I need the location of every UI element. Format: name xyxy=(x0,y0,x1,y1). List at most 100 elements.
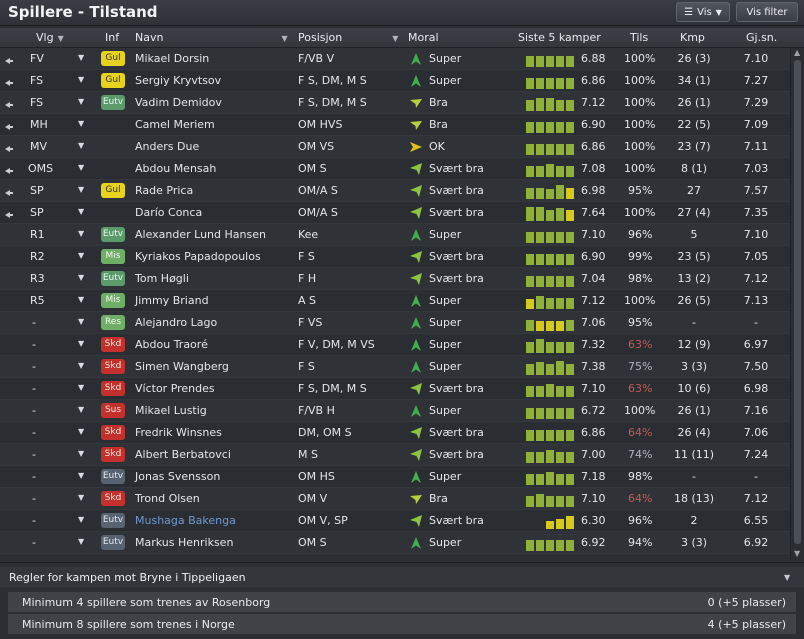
table-row[interactable]: R2 ▼ Mis Kyriakos Papadopoulos F S Svært bra 6… xyxy=(0,246,790,268)
selection-cell[interactable]: OMS xyxy=(28,162,54,175)
column-header-kmp[interactable]: Kmp xyxy=(680,31,705,44)
player-name[interactable]: Mushaga Bakenga xyxy=(135,514,236,527)
pin-icon[interactable] xyxy=(5,98,13,108)
player-name[interactable]: Darío Conca xyxy=(135,206,203,219)
pin-icon[interactable] xyxy=(5,208,13,218)
chevron-down-icon[interactable]: ▼ xyxy=(78,185,85,194)
table-row[interactable]: - ▼ Skd Víctor Prendes F S, DM, M S Svært bra… xyxy=(0,378,790,400)
column-header-form[interactable]: Siste 5 kamper xyxy=(518,31,601,44)
chevron-down-icon[interactable]: ▼ xyxy=(78,361,85,370)
chevron-down-icon[interactable]: ▼ xyxy=(78,163,85,172)
table-row[interactable]: SP ▼ Darío Conca OM/A S Svært bra 7.64 100% 27 … xyxy=(0,202,790,224)
player-name[interactable]: Anders Due xyxy=(135,140,200,153)
chevron-down-icon[interactable]: ▼ xyxy=(78,317,85,326)
chevron-down-icon[interactable]: ▼ xyxy=(78,251,85,260)
chevron-down-icon[interactable]: ▼ xyxy=(78,141,85,150)
selection-cell[interactable]: SP xyxy=(30,206,44,219)
player-name[interactable]: Alexander Lund Hansen xyxy=(135,228,266,241)
player-name[interactable]: Jonas Svensson xyxy=(135,470,221,483)
pin-icon[interactable] xyxy=(5,186,13,196)
chevron-down-icon[interactable]: ▼ xyxy=(78,383,85,392)
chevron-down-icon[interactable]: ▼ xyxy=(784,573,791,582)
column-header-posisjon[interactable]: Posisjon ▼ xyxy=(298,31,399,44)
column-header-moral[interactable]: Moral xyxy=(408,31,439,44)
rules-header[interactable]: Regler for kampen mot Bryne i Tippeligae… xyxy=(0,567,804,587)
selection-cell[interactable]: FS xyxy=(30,96,44,109)
selection-cell[interactable]: MH xyxy=(30,118,48,131)
selection-cell[interactable]: - xyxy=(32,448,36,461)
scroll-up-icon[interactable]: ▲ xyxy=(794,48,801,57)
column-header-tils[interactable]: Tils xyxy=(630,31,649,44)
table-row[interactable]: - ▼ Skd Abdou Traoré F V, DM, M VS Super 7.32 6… xyxy=(0,334,790,356)
vis-button[interactable]: ☰ Vis ▼ xyxy=(676,2,730,22)
selection-cell[interactable]: FS xyxy=(30,74,44,87)
table-row[interactable]: FS ▼ Gul Sergiy Kryvtsov F S, DM, M S Super 6.… xyxy=(0,70,790,92)
column-header-vlg[interactable]: Vlg ▼ xyxy=(36,31,64,44)
table-row[interactable]: - ▼ Sus Mikael Lustig F/VB H Super 6.72 100% 26 … xyxy=(0,400,790,422)
player-name[interactable]: Sergiy Kryvtsov xyxy=(135,74,222,87)
player-name[interactable]: Albert Berbatovci xyxy=(135,448,231,461)
table-row[interactable]: - ▼ Skd Fredrik Winsnes DM, OM S Svært bra 6.8… xyxy=(0,422,790,444)
show-filter-button[interactable]: Vis filter xyxy=(736,2,798,22)
player-name[interactable]: Mikael Dorsin xyxy=(135,52,210,65)
player-name[interactable]: Mikael Lustig xyxy=(135,404,207,417)
selection-cell[interactable]: R5 xyxy=(30,294,45,307)
player-name[interactable]: Rade Prica xyxy=(135,184,194,197)
table-row[interactable]: - ▼ Skd Simen Wangberg F S Super 7.38 75% 3 (3) 7… xyxy=(0,356,790,378)
player-name[interactable]: Abdou Traoré xyxy=(135,338,208,351)
player-name[interactable]: Jimmy Briand xyxy=(135,294,209,307)
selection-cell[interactable]: - xyxy=(32,514,36,527)
chevron-down-icon[interactable]: ▼ xyxy=(78,339,85,348)
player-name[interactable]: Camel Meriem xyxy=(135,118,215,131)
scrollbar-thumb[interactable] xyxy=(794,60,801,544)
selection-cell[interactable]: - xyxy=(32,426,36,439)
chevron-down-icon[interactable]: ▼ xyxy=(78,207,85,216)
table-row[interactable]: - ▼ Res Alejandro Lago F VS Super 7.06 95% - - xyxy=(0,312,790,334)
player-name[interactable]: Kyriakos Papadopoulos xyxy=(135,250,261,263)
table-row[interactable]: - ▼ Skd Albert Berbatovci M S Svært bra 7.00 74… xyxy=(0,444,790,466)
chevron-down-icon[interactable]: ▼ xyxy=(78,273,85,282)
table-row[interactable]: FV ▼ Gul Mikael Dorsin F/VB V Super 6.88 100% 26… xyxy=(0,48,790,70)
player-name[interactable]: Abdou Mensah xyxy=(135,162,217,175)
chevron-down-icon[interactable]: ▼ xyxy=(78,515,85,524)
selection-cell[interactable]: - xyxy=(32,316,36,329)
player-name[interactable]: Markus Henriksen xyxy=(135,536,234,549)
selection-cell[interactable]: FV xyxy=(30,52,44,65)
table-row[interactable]: FS ▼ Eutv Vadim Demidov F S, DM, M S Bra 7.12 1… xyxy=(0,92,790,114)
table-row[interactable]: R1 ▼ Eutv Alexander Lund Hansen Kee Super 7.10… xyxy=(0,224,790,246)
table-row[interactable]: MV ▼ Anders Due OM VS OK 6.86 100% 23 (7) 7.11 xyxy=(0,136,790,158)
pin-icon[interactable] xyxy=(5,76,13,86)
table-row[interactable]: OMS ▼ Abdou Mensah OM S Svært bra 7.08 100% 8 (… xyxy=(0,158,790,180)
chevron-down-icon[interactable]: ▼ xyxy=(78,493,85,502)
chevron-down-icon[interactable]: ▼ xyxy=(78,53,85,62)
selection-cell[interactable]: - xyxy=(32,338,36,351)
table-row[interactable]: - ▼ Eutv Mushaga Bakenga OM V, SP Svært bra 6.… xyxy=(0,510,790,532)
table-row[interactable]: - ▼ Skd Trond Olsen OM V Bra 7.10 64% 18 (13) 7.1… xyxy=(0,488,790,510)
scrollbar[interactable]: ▲ ▼ xyxy=(790,48,804,560)
player-name[interactable]: Tom Høgli xyxy=(135,272,189,285)
player-name[interactable]: Víctor Prendes xyxy=(135,382,215,395)
chevron-down-icon[interactable]: ▼ xyxy=(78,449,85,458)
column-header-gjsn[interactable]: Gj.sn. xyxy=(746,31,778,44)
chevron-down-icon[interactable]: ▼ xyxy=(78,537,85,546)
player-name[interactable]: Fredrik Winsnes xyxy=(135,426,222,439)
selection-cell[interactable]: R2 xyxy=(30,250,45,263)
selection-cell[interactable]: R1 xyxy=(30,228,45,241)
selection-cell[interactable]: - xyxy=(32,492,36,505)
selection-cell[interactable]: R3 xyxy=(30,272,45,285)
selection-cell[interactable]: - xyxy=(32,404,36,417)
table-row[interactable]: - ▼ Eutv Jonas Svensson OM HS Super 7.18 98% - - xyxy=(0,466,790,488)
player-name[interactable]: Vadim Demidov xyxy=(135,96,222,109)
pin-icon[interactable] xyxy=(5,54,13,64)
pin-icon[interactable] xyxy=(5,120,13,130)
table-row[interactable]: SP ▼ Gul Rade Prica OM/A S Svært bra 6.98 95% 27… xyxy=(0,180,790,202)
pin-icon[interactable] xyxy=(5,142,13,152)
table-row[interactable]: R3 ▼ Eutv Tom Høgli F H Svært bra 7.04 98% 13 (2… xyxy=(0,268,790,290)
selection-cell[interactable]: - xyxy=(32,360,36,373)
selection-cell[interactable]: - xyxy=(32,382,36,395)
column-header-inf[interactable]: Inf xyxy=(105,31,120,44)
chevron-down-icon[interactable]: ▼ xyxy=(78,471,85,480)
chevron-down-icon[interactable]: ▼ xyxy=(78,405,85,414)
chevron-down-icon[interactable]: ▼ xyxy=(78,97,85,106)
table-row[interactable]: R5 ▼ Mis Jimmy Briand A S Super 7.12 100% 26 (5)… xyxy=(0,290,790,312)
